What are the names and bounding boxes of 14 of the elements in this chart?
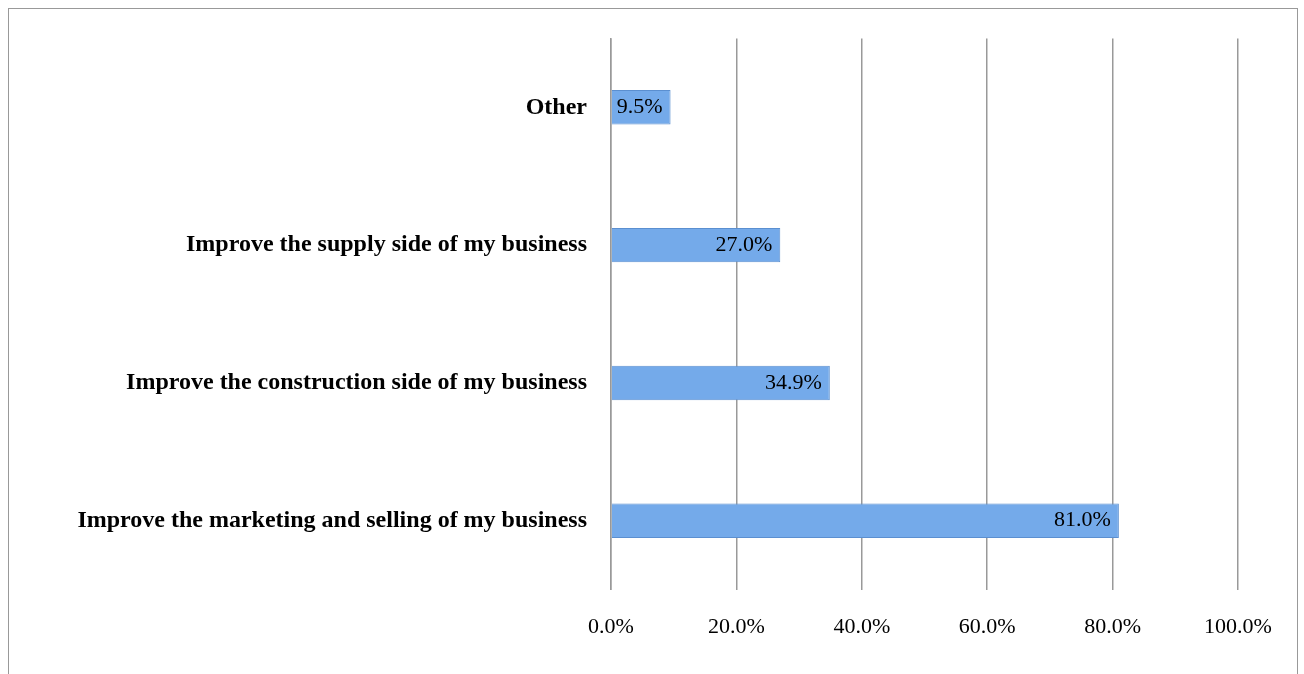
x-tick-label: 20.0% xyxy=(707,612,765,638)
x-tick-label: 100.0% xyxy=(1204,612,1272,638)
data-label: 27.0% xyxy=(715,230,773,256)
data-label: 9.5% xyxy=(616,93,663,119)
data-label: 81.0% xyxy=(1054,506,1111,532)
y-tick-label: Improve the supply side of my business xyxy=(186,230,587,257)
x-tick-label: 60.0% xyxy=(958,612,1016,638)
data-label: 34.9% xyxy=(764,368,822,394)
x-tick-label: 0.0% xyxy=(588,612,634,638)
x-tick-label: 80.0% xyxy=(1084,612,1142,638)
y-tick-label: Other xyxy=(525,92,588,119)
y-tick-label: Improve the marketing and selling of my business xyxy=(77,505,587,532)
y-tick-label: Improve the construction side of my business xyxy=(126,368,587,395)
x-tick-label: 40.0% xyxy=(833,612,891,638)
